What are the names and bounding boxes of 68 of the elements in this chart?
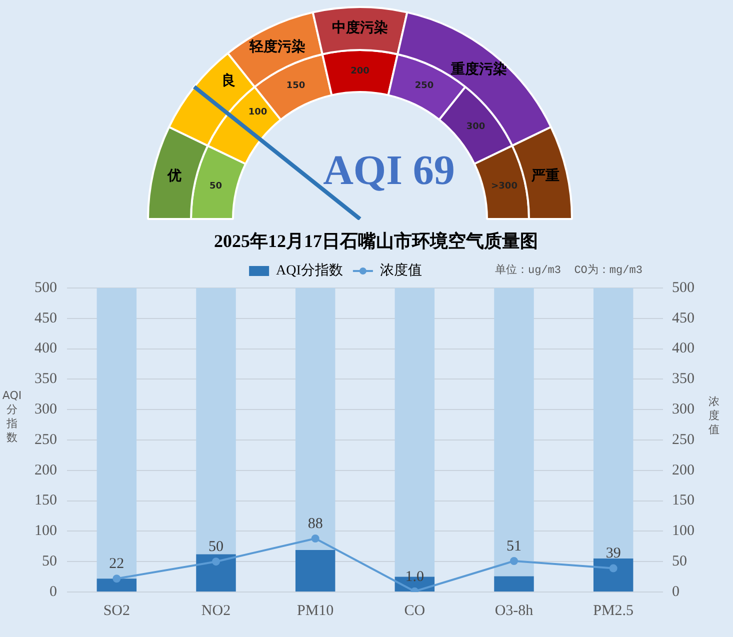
y2-tick-label: 350 bbox=[672, 371, 694, 388]
y2-tick-label: 50 bbox=[672, 554, 687, 570]
bar bbox=[196, 554, 236, 592]
y2-tick-label: 200 bbox=[672, 462, 694, 478]
point bbox=[311, 534, 320, 542]
bar bbox=[295, 288, 336, 550]
slice-label: 良 bbox=[221, 72, 236, 89]
y2-axis-title: 浓度值 bbox=[708, 395, 720, 437]
slice-label: 150 bbox=[286, 81, 306, 91]
y-tick-label: 500 bbox=[34, 280, 57, 296]
text: AQI 69 bbox=[323, 148, 455, 194]
data-label: 50 bbox=[208, 539, 224, 556]
y-tick-label: 250 bbox=[34, 432, 57, 448]
y2-tick-label: 500 bbox=[672, 280, 694, 296]
slice-label: 优 bbox=[166, 168, 182, 184]
y-tick-label: 450 bbox=[34, 310, 57, 326]
slice-label: 重度污染 bbox=[450, 60, 507, 78]
slice-label: 中度污染 bbox=[332, 19, 388, 36]
x-tick-label: NO2 bbox=[201, 602, 231, 619]
slice-label: 100 bbox=[248, 107, 268, 118]
y-tick-label: 150 bbox=[34, 492, 57, 509]
point bbox=[212, 558, 220, 566]
legend-label: AQI分指数 bbox=[276, 262, 343, 279]
y-tick-label: 400 bbox=[34, 340, 57, 357]
slice-label: >300 bbox=[491, 181, 518, 192]
bar bbox=[593, 288, 634, 559]
y2-tick-label: 0 bbox=[672, 584, 680, 600]
x-tick-label: O3-8h bbox=[494, 602, 534, 619]
bar bbox=[295, 550, 336, 592]
y-tick-label: 350 bbox=[34, 371, 57, 388]
y2-tick-label: 300 bbox=[672, 402, 694, 418]
slice-label: 200 bbox=[350, 66, 370, 76]
y-tick-label: 300 bbox=[34, 402, 57, 418]
data-label: 22 bbox=[109, 556, 124, 572]
point bbox=[510, 556, 518, 565]
point bbox=[112, 574, 121, 583]
bar bbox=[96, 288, 137, 579]
y-tick-label: 200 bbox=[34, 462, 57, 478]
slice-label: 严重 bbox=[530, 168, 560, 184]
x-tick-label: PM2.5 bbox=[593, 602, 634, 619]
bar bbox=[196, 288, 236, 554]
slice-label: 250 bbox=[414, 81, 434, 91]
x-tick-label: CO bbox=[404, 602, 426, 619]
x-tick-label: PM10 bbox=[296, 602, 334, 619]
bar bbox=[593, 558, 634, 592]
data-label: 39 bbox=[606, 546, 621, 562]
bar bbox=[96, 578, 137, 592]
y-tick-label: 50 bbox=[42, 554, 57, 570]
x-tick-label: SO2 bbox=[103, 602, 130, 619]
chart-title: 2025年12月17日石嘴山市环境空气质量图 bbox=[214, 230, 538, 252]
legend-label: 浓度值 bbox=[380, 262, 422, 279]
y2-tick-label: 400 bbox=[672, 340, 694, 357]
data-label: 88 bbox=[308, 516, 323, 532]
point bbox=[609, 564, 618, 572]
y-axis-title: AQI分指数 bbox=[2, 389, 22, 445]
y-tick-label: 100 bbox=[34, 523, 57, 540]
y2-tick-label: 250 bbox=[672, 432, 694, 448]
bar bbox=[494, 288, 534, 576]
slice-label: 300 bbox=[466, 122, 486, 132]
y2-tick-label: 450 bbox=[672, 310, 694, 326]
data-label: 51 bbox=[506, 538, 522, 554]
bar bbox=[494, 576, 534, 592]
slice-label: 50 bbox=[209, 181, 222, 192]
y-tick-label: 0 bbox=[50, 584, 57, 600]
slice-label: 轻度污染 bbox=[248, 38, 306, 55]
text: 单位：ug/m3 CO为：mg/m3 bbox=[495, 263, 642, 279]
y2-tick-label: 150 bbox=[672, 492, 694, 509]
y2-tick-label: 100 bbox=[672, 523, 694, 540]
